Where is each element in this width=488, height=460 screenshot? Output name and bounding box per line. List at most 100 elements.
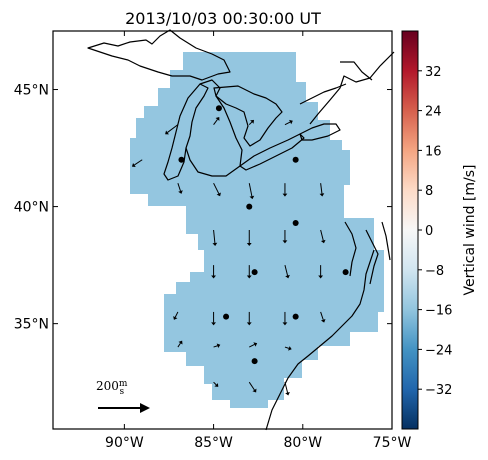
wind-vector — [177, 183, 183, 194]
wind-vector — [248, 183, 255, 200]
colorbar-tick-label: −8 — [425, 264, 444, 279]
station-marker — [251, 358, 258, 365]
wind-vector — [246, 230, 252, 246]
colorbar-tick-label: −16 — [425, 304, 452, 319]
lake-michigan-outline — [163, 83, 209, 181]
wind-vector-head — [253, 342, 258, 347]
wind-vector-head — [246, 243, 252, 246]
station-marker — [292, 219, 299, 226]
wind-vector-head — [214, 383, 219, 387]
wind-vector-head — [288, 346, 292, 351]
station-marker — [215, 105, 222, 112]
wind-vector — [282, 311, 288, 326]
map-panel: 200m s 90°W 85°W 80°W 75°W 45°N 40°N 35°N — [14, 29, 411, 451]
wind-vector-shaft — [249, 344, 255, 348]
wind-vector — [211, 265, 216, 279]
lake-erie-outline — [239, 133, 305, 171]
wind-vector-shaft — [248, 381, 255, 391]
wind-vectors — [131, 117, 326, 396]
wind-vector-head — [216, 192, 221, 197]
station-markers — [178, 105, 349, 365]
wind-vector — [318, 265, 324, 279]
wind-vector-shaft — [248, 121, 253, 126]
wind-vector — [246, 311, 252, 326]
reference-vector: 200m s — [96, 379, 150, 413]
wind-vector-head — [211, 322, 216, 326]
wind-vector — [246, 265, 252, 279]
wind-vector-shaft — [213, 229, 216, 244]
wind-vector — [284, 382, 290, 396]
station-marker — [292, 156, 299, 163]
colorbar-tick-label: −32 — [425, 383, 452, 398]
wind-vector-shaft — [284, 121, 291, 126]
lake-ontario-outline — [299, 123, 341, 141]
wind-vector — [213, 381, 219, 387]
colorbar-tick-label: 8 — [425, 184, 433, 199]
lake-superior-outline — [87, 29, 231, 81]
longitude-tick-label: 75°W — [373, 435, 412, 451]
wind-vector — [284, 346, 292, 351]
latitude-ticks: 45°N 40°N 35°N — [14, 83, 392, 333]
longitude-ticks: 90°W 85°W 80°W 75°W — [105, 31, 411, 451]
wind-vector-shaft — [320, 229, 324, 241]
station-marker — [223, 313, 230, 320]
wind-vector-head — [178, 340, 183, 345]
atlantic-coastline — [265, 51, 395, 431]
wind-vector-shaft — [134, 159, 143, 166]
vertical-wind-field — [130, 52, 384, 408]
wind-vector — [248, 119, 254, 126]
colorbar-gradient — [401, 30, 419, 430]
wind-vector-head — [215, 117, 220, 121]
wind-vector-head — [320, 239, 326, 244]
colorbar-tick-label: −24 — [425, 343, 452, 358]
wind-vector-head — [282, 240, 288, 244]
colorbar: 32 24 16 8 0 −8 −16 −24 −32 Vertical wind [m/s] — [401, 30, 478, 430]
wind-vector-shaft — [213, 381, 217, 386]
colorbar-tick-label: 24 — [425, 105, 442, 120]
wind-vector-shaft — [320, 311, 324, 320]
wind-vector — [284, 264, 290, 279]
michigan-peninsula-outline — [185, 79, 243, 177]
wind-vector — [282, 230, 288, 244]
wind-vector-head — [216, 343, 221, 349]
wind-vector — [211, 311, 216, 326]
wind-vector-head — [178, 190, 183, 194]
wind-vector — [213, 343, 221, 349]
wind-vector-shaft — [284, 346, 290, 349]
wind-vector — [165, 124, 179, 135]
wind-vector — [319, 183, 325, 197]
wind-vector-head — [282, 322, 288, 326]
wind-vector — [213, 182, 221, 197]
wind-vector-shaft — [174, 311, 179, 318]
reference-arrow-label: 200m s — [96, 379, 128, 397]
canada-shoreline — [299, 61, 373, 105]
latitude-tick-label: 45°N — [14, 83, 49, 99]
wind-vector-shaft — [167, 124, 179, 133]
wind-vector-head — [285, 391, 290, 396]
wind-vector — [177, 340, 183, 348]
colorbar-tick-label: 32 — [425, 65, 442, 80]
wind-vector-head — [249, 195, 255, 200]
wind-vector-shaft — [213, 119, 218, 125]
wind-vector-head — [246, 322, 252, 326]
wind-vector — [131, 159, 143, 167]
wind-vector-head — [246, 275, 252, 279]
wind-vector-head — [252, 388, 257, 393]
wind-vector — [212, 229, 218, 246]
wind-vector-shaft — [213, 345, 218, 348]
colorbar-tick-label: 0 — [425, 224, 433, 239]
wind-vector — [213, 117, 220, 125]
latitude-tick-label: 40°N — [14, 200, 49, 216]
wind-vector-head — [289, 119, 293, 125]
station-marker — [251, 269, 258, 276]
wind-vector — [320, 229, 326, 244]
wind-vector-head — [282, 193, 288, 197]
latitude-tick-label: 35°N — [14, 317, 49, 333]
wind-vector-head — [250, 119, 254, 124]
wind-vector-head — [173, 316, 178, 320]
coastlines — [87, 29, 395, 431]
wind-vector-head — [318, 275, 324, 279]
wind-vector-shaft — [177, 183, 181, 192]
colorbar-tick-label: 16 — [425, 144, 442, 159]
wind-vector — [248, 381, 257, 393]
